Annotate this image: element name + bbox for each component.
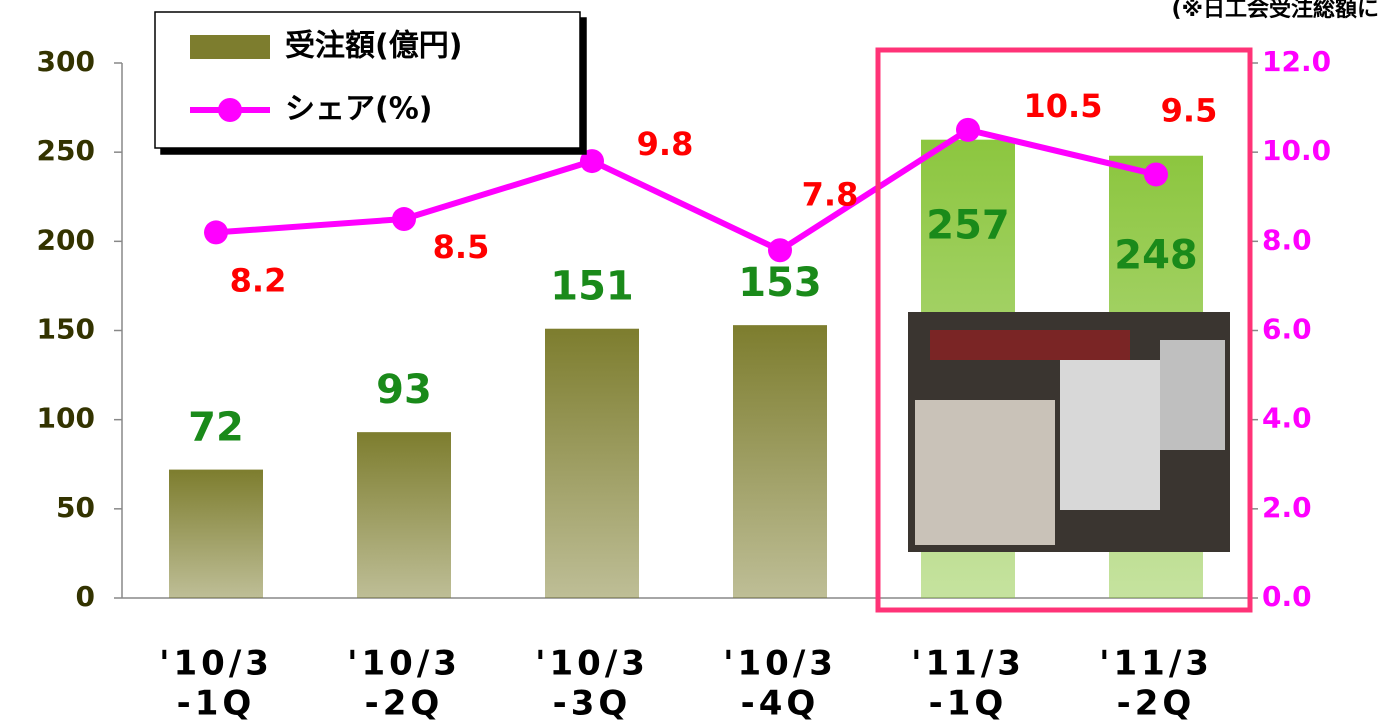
y-tick-label: 150 — [37, 313, 95, 346]
bar — [357, 432, 451, 598]
note: (※日工会受注総額に — [1172, 0, 1379, 22]
y-tick-label: 200 — [37, 223, 95, 256]
line — [215, 126, 1157, 254]
y-tick-label: 50 — [56, 491, 95, 524]
legend-swatch — [190, 35, 270, 59]
bar-value-label: 72 — [188, 405, 244, 451]
legend-swatch — [218, 98, 242, 122]
bar — [545, 328, 639, 598]
y2-tick-label: 4.0 — [1262, 402, 1312, 435]
x-tick-label: '10/3 — [535, 644, 649, 684]
legend-label: 受注額(億円) — [285, 29, 462, 64]
line-point — [768, 238, 792, 263]
line-point — [580, 149, 604, 174]
x-tick-label: '10/3 — [723, 644, 837, 684]
x-tick-label: '11/3 — [911, 644, 1025, 684]
legend-label: シェア(%) — [285, 92, 432, 127]
bar-value-label: 151 — [550, 264, 634, 310]
line-point — [204, 220, 228, 245]
line-value-label: 9.8 — [637, 125, 694, 163]
y2-tick-label: 2.0 — [1262, 491, 1312, 524]
x-tick-label: -2Q — [365, 684, 444, 724]
y2-tick-label: 8.0 — [1262, 223, 1312, 256]
x-tick-label: '10/3 — [159, 644, 273, 684]
line-value-label: 7.8 — [802, 175, 859, 213]
line-value-label: 10.5 — [1024, 87, 1103, 125]
photo — [908, 312, 1230, 552]
x-tick-label: -1Q — [929, 684, 1008, 724]
bar-value-label: 153 — [738, 260, 822, 306]
y2-tick-label: 12.0 — [1262, 45, 1331, 78]
line-value-label: 9.5 — [1161, 91, 1218, 129]
y2-tick-label: 10.0 — [1262, 134, 1331, 167]
y-tick-label: 100 — [37, 402, 95, 435]
highlight-box — [875, 47, 1253, 613]
y2-tick-label: 6.0 — [1262, 313, 1312, 346]
x-tick-label: '10/3 — [347, 644, 461, 684]
bar — [169, 469, 263, 598]
line-value-label: 8.2 — [230, 261, 287, 299]
bar-value-label: 248 — [1114, 233, 1198, 279]
line-point — [956, 117, 980, 142]
legend: 受注額(億円) シェア(%) — [154, 11, 581, 149]
x-tick-label: -2Q — [1117, 684, 1196, 724]
y2-tick-label: 0.0 — [1262, 580, 1312, 613]
y-tick-label: 0 — [76, 580, 95, 613]
bar-value-label: 257 — [926, 203, 1010, 249]
y-tick-label: 300 — [37, 45, 95, 78]
x-tick-label: '11/3 — [1099, 644, 1213, 684]
x-tick-label: -3Q — [553, 684, 632, 724]
x-tick-label: -4Q — [741, 684, 820, 724]
bar-value-label: 93 — [376, 367, 432, 413]
bar — [733, 325, 827, 598]
line-value-label: 8.5 — [433, 228, 490, 266]
x-tick-label: -1Q — [177, 684, 256, 724]
line-point — [1144, 162, 1168, 187]
line-point — [392, 207, 416, 232]
y-tick-label: 250 — [37, 134, 95, 167]
